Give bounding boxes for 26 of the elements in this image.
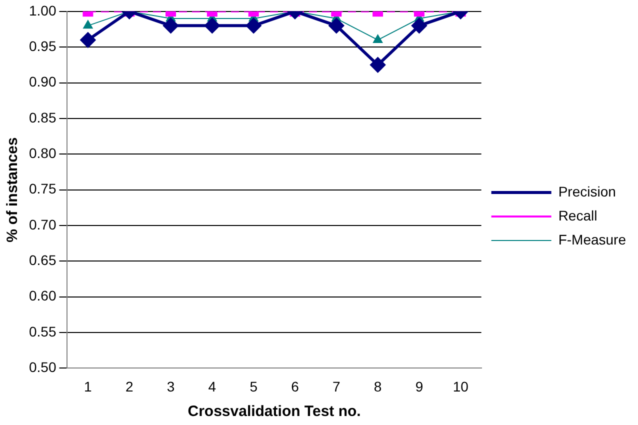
x-tick-label: 10 (452, 378, 469, 394)
x-tick-label: 9 (415, 378, 424, 394)
legend-label: Recall (558, 207, 598, 224)
x-tick-label: 5 (250, 378, 258, 394)
y-tick-label: 0.80 (29, 144, 56, 161)
y-tick-label: 0.85 (29, 109, 56, 126)
y-tick-label: 0.65 (29, 252, 56, 268)
y-tick-label: 0.95 (29, 38, 56, 54)
x-tick-label: 4 (208, 378, 216, 394)
x-axis-title: Crossvalidation Test no. (188, 403, 361, 420)
x-tick-label: 8 (374, 378, 382, 394)
legend-label: Precision (558, 183, 616, 200)
y-tick-label: 0.55 (29, 323, 56, 340)
y-tick-label: 0.90 (29, 74, 56, 90)
y-axis-title: % of instances (4, 137, 22, 242)
x-tick-label: 1 (84, 378, 92, 394)
y-tick-label: 0.50 (29, 359, 56, 376)
x-tick-label: 2 (125, 378, 134, 394)
y-tick-label: 1.00 (29, 2, 56, 18)
y-tick-label: 0.75 (29, 180, 56, 197)
legend-label: F-Measure (558, 231, 626, 248)
x-tick-label: 7 (332, 378, 340, 394)
y-tick-label: 0.60 (29, 288, 56, 304)
x-tick-label: 6 (291, 378, 300, 394)
y-tick-label: 0.70 (29, 216, 56, 232)
x-tick-label: 3 (166, 378, 175, 394)
